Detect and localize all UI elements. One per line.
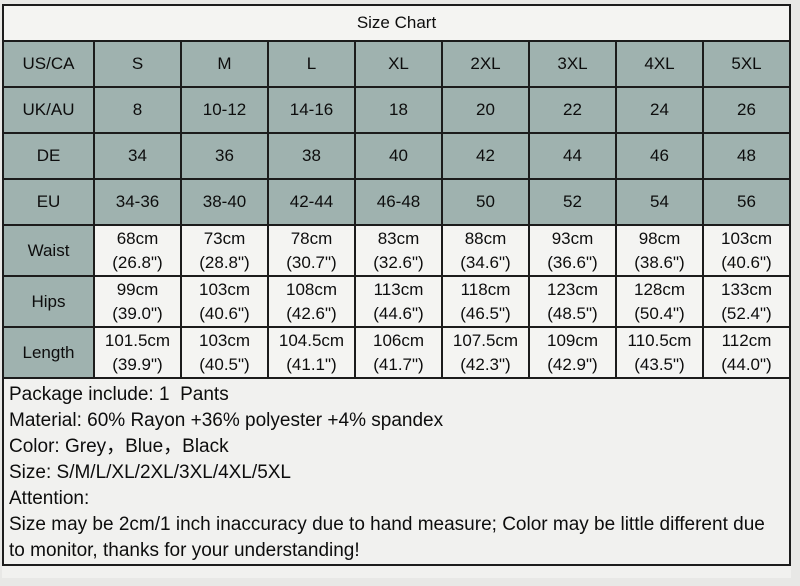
- table-row-uk-au: UK/AU 8 10-12 14-16 18 20 22 24 26: [2, 86, 791, 134]
- row-label: Length: [2, 326, 95, 379]
- title-row: Size Chart: [2, 4, 791, 42]
- table-row-length: Length 101.5cm (39.9") 103cm (40.5") 104.5c…: [2, 326, 791, 379]
- table-cell: 46: [615, 132, 704, 180]
- row-label: Waist: [2, 224, 95, 277]
- table-cell: 83cm (32.6"): [354, 224, 443, 277]
- table-row-de: DE 34 36 38 40 42 44 46 48: [2, 132, 791, 180]
- table-cell: 103cm (40.6"): [180, 275, 269, 328]
- table-cell: 42: [441, 132, 530, 180]
- table-cell: 44: [528, 132, 617, 180]
- table-cell: 36: [180, 132, 269, 180]
- size-chart-title: Size Chart: [2, 4, 791, 42]
- table-cell: 73cm (28.8"): [180, 224, 269, 277]
- size-chart-table: Size Chart US/CA S M L XL 2XL 3XL 4XL 5XL UK/AU 8 1…: [2, 4, 791, 379]
- table-cell: 14-16: [267, 86, 356, 134]
- table-cell: 24: [615, 86, 704, 134]
- table-cell: 88cm (34.6"): [441, 224, 530, 277]
- row-label: Hips: [2, 275, 95, 328]
- product-notes: Package include: 1 Pants Material: 60% Ra…: [2, 379, 791, 566]
- note-line: Size: S/M/L/XL/2XL/3XL/4XL/5XL: [9, 462, 292, 483]
- size-chart-header: Size Chart: [2, 4, 791, 42]
- table-cell: XL: [354, 40, 443, 88]
- table-row-eu: EU 34-36 38-40 42-44 46-48 50 52 54 56: [2, 178, 791, 226]
- table-cell: 52: [528, 178, 617, 226]
- note-line: Color: Grey，Blue，Black: [9, 436, 229, 457]
- row-label: DE: [2, 132, 95, 180]
- table-cell: 5XL: [702, 40, 791, 88]
- table-cell: 118cm (46.5"): [441, 275, 530, 328]
- table-cell: 22: [528, 86, 617, 134]
- table-cell: 133cm (52.4"): [702, 275, 791, 328]
- row-label: UK/AU: [2, 86, 95, 134]
- table-cell: 4XL: [615, 40, 704, 88]
- table-cell: 48: [702, 132, 791, 180]
- size-chart-body: US/CA S M L XL 2XL 3XL 4XL 5XL UK/AU 8 10-12 14-16 18…: [2, 40, 791, 379]
- table-cell: 108cm (42.6"): [267, 275, 356, 328]
- table-cell: 98cm (38.6"): [615, 224, 704, 277]
- table-cell: L: [267, 40, 356, 88]
- table-row-us-ca: US/CA S M L XL 2XL 3XL 4XL 5XL: [2, 40, 791, 88]
- table-cell: M: [180, 40, 269, 88]
- table-cell: 112cm (44.0"): [702, 326, 791, 379]
- table-cell: 38-40: [180, 178, 269, 226]
- table-cell: 56: [702, 178, 791, 226]
- table-cell: 34: [93, 132, 182, 180]
- table-cell: 68cm (26.8"): [93, 224, 182, 277]
- table-cell: 20: [441, 86, 530, 134]
- note-line: Attention:: [9, 488, 90, 509]
- table-cell: 103cm (40.5"): [180, 326, 269, 379]
- table-cell: 26: [702, 86, 791, 134]
- table-cell: 109cm (42.9"): [528, 326, 617, 379]
- table-cell: 128cm (50.4"): [615, 275, 704, 328]
- table-row-hips: Hips 99cm (39.0") 103cm (40.6") 108cm (42.6…: [2, 275, 791, 328]
- table-cell: 99cm (39.0"): [93, 275, 182, 328]
- table-cell: 78cm (30.7"): [267, 224, 356, 277]
- table-cell: 46-48: [354, 178, 443, 226]
- table-cell: 103cm (40.6"): [702, 224, 791, 277]
- table-cell: 104.5cm (41.1"): [267, 326, 356, 379]
- table-cell: 101.5cm (39.9"): [93, 326, 182, 379]
- size-chart-sheet: Size Chart US/CA S M L XL 2XL 3XL 4XL 5XL UK/AU 8 1…: [2, 4, 791, 578]
- table-row-waist: Waist 68cm (26.8") 73cm (28.8") 78cm (30.7"…: [2, 224, 791, 277]
- table-cell: S: [93, 40, 182, 88]
- table-cell: 3XL: [528, 40, 617, 88]
- table-cell: 2XL: [441, 40, 530, 88]
- row-label: US/CA: [2, 40, 95, 88]
- table-cell: 123cm (48.5"): [528, 275, 617, 328]
- row-label: EU: [2, 178, 95, 226]
- table-cell: 34-36: [93, 178, 182, 226]
- table-cell: 40: [354, 132, 443, 180]
- table-cell: 50: [441, 178, 530, 226]
- note-line: Package include: 1 Pants: [9, 384, 229, 405]
- table-cell: 106cm (41.7"): [354, 326, 443, 379]
- table-cell: 38: [267, 132, 356, 180]
- table-cell: 110.5cm (43.5"): [615, 326, 704, 379]
- table-cell: 18: [354, 86, 443, 134]
- table-cell: 93cm (36.6"): [528, 224, 617, 277]
- table-cell: 8: [93, 86, 182, 134]
- table-cell: 54: [615, 178, 704, 226]
- table-cell: 42-44: [267, 178, 356, 226]
- note-line: Size may be 2cm/1 inch inaccuracy due to…: [9, 514, 771, 561]
- table-cell: 10-12: [180, 86, 269, 134]
- table-cell: 113cm (44.6"): [354, 275, 443, 328]
- note-line: Material: 60% Rayon +36% polyester +4% s…: [9, 410, 444, 431]
- table-cell: 107.5cm (42.3"): [441, 326, 530, 379]
